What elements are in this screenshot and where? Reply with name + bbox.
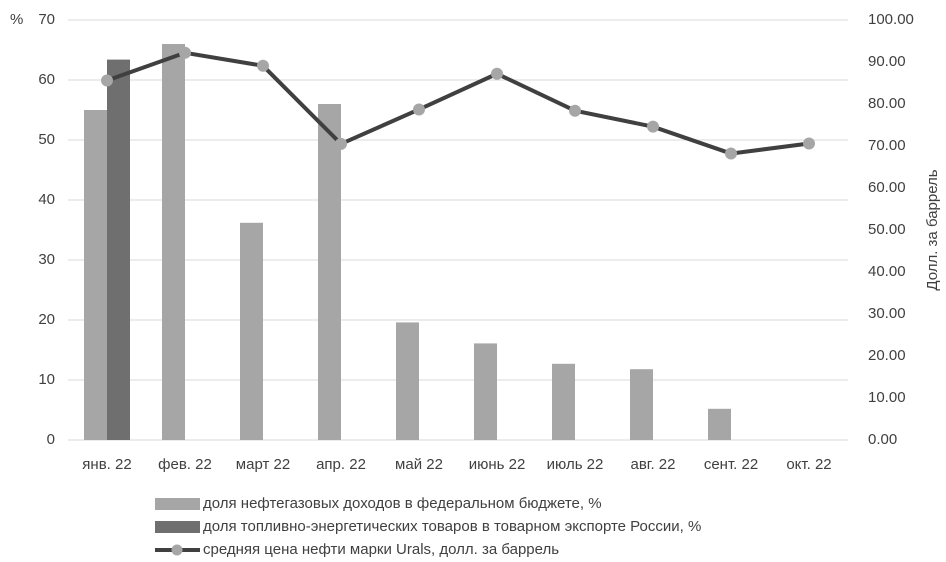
y-tick-label: 60: [38, 71, 55, 88]
line-marker: [257, 59, 269, 72]
y2-tick-label: 90.00: [868, 53, 906, 70]
y2-tick-label: 40.00: [868, 263, 906, 280]
x-tick-label: янв. 22: [82, 456, 131, 473]
bar: [474, 343, 497, 440]
bar: [708, 408, 731, 440]
bar: [552, 363, 575, 440]
y2-tick-label: 30.00: [868, 305, 906, 322]
legend-swatch: [155, 521, 200, 533]
bar: [630, 369, 653, 440]
bar: [318, 104, 341, 440]
line-marker: [725, 147, 737, 160]
line-marker: [569, 104, 581, 117]
x-tick-label: июнь 22: [469, 456, 526, 473]
y-tick-label: 10: [38, 371, 55, 388]
x-tick-label: июль 22: [547, 456, 604, 473]
line-marker: [413, 103, 425, 116]
x-tick-label: апр. 22: [316, 456, 366, 473]
bar: [396, 322, 419, 440]
bar: [107, 59, 130, 440]
legend-swatch: [155, 498, 200, 510]
x-tick-label: окт. 22: [786, 456, 831, 473]
y2-tick-label: 70.00: [868, 137, 906, 154]
line-marker: [335, 137, 347, 150]
x-tick-label: фев. 22: [158, 456, 212, 473]
x-tick-label: май 22: [395, 456, 443, 473]
y2-tick-label: 80.00: [868, 95, 906, 112]
bar: [162, 44, 185, 440]
legend-marker: [171, 544, 183, 556]
x-tick-label: сент. 22: [704, 456, 758, 473]
line-marker: [803, 137, 815, 150]
bar: [240, 222, 263, 440]
y2-tick-label: 50.00: [868, 221, 906, 238]
legend-label: доля топливно-энергетических товаров в т…: [203, 518, 701, 535]
y2-tick-label: 60.00: [868, 179, 906, 196]
y2-tick-label: 100.00: [868, 11, 914, 28]
y-tick-label: 0: [47, 431, 55, 448]
bar: [84, 110, 107, 440]
legend-label: доля нефтегазовых доходов в федеральном …: [203, 495, 602, 512]
line-marker: [647, 120, 659, 133]
legend-label: средняя цена нефти марки Urals, долл. за…: [203, 541, 559, 558]
line-marker: [491, 67, 503, 80]
y2-tick-label: 0.00: [868, 431, 897, 448]
y-tick-label: 20: [38, 311, 55, 328]
x-tick-label: авг. 22: [631, 456, 676, 473]
line-marker: [101, 74, 113, 87]
y2-tick-label: 10.00: [868, 389, 906, 406]
y-axis-label: %: [10, 11, 23, 28]
y-tick-label: 70: [38, 11, 55, 28]
x-tick-label: март 22: [236, 456, 290, 473]
y2-tick-label: 20.00: [868, 347, 906, 364]
y-tick-label: 50: [38, 131, 55, 148]
y-tick-label: 30: [38, 251, 55, 268]
line: [106, 50, 810, 156]
line-marker: [179, 46, 191, 59]
y2-axis-label: Долл. за баррель: [924, 169, 941, 290]
y-tick-label: 40: [38, 191, 55, 208]
